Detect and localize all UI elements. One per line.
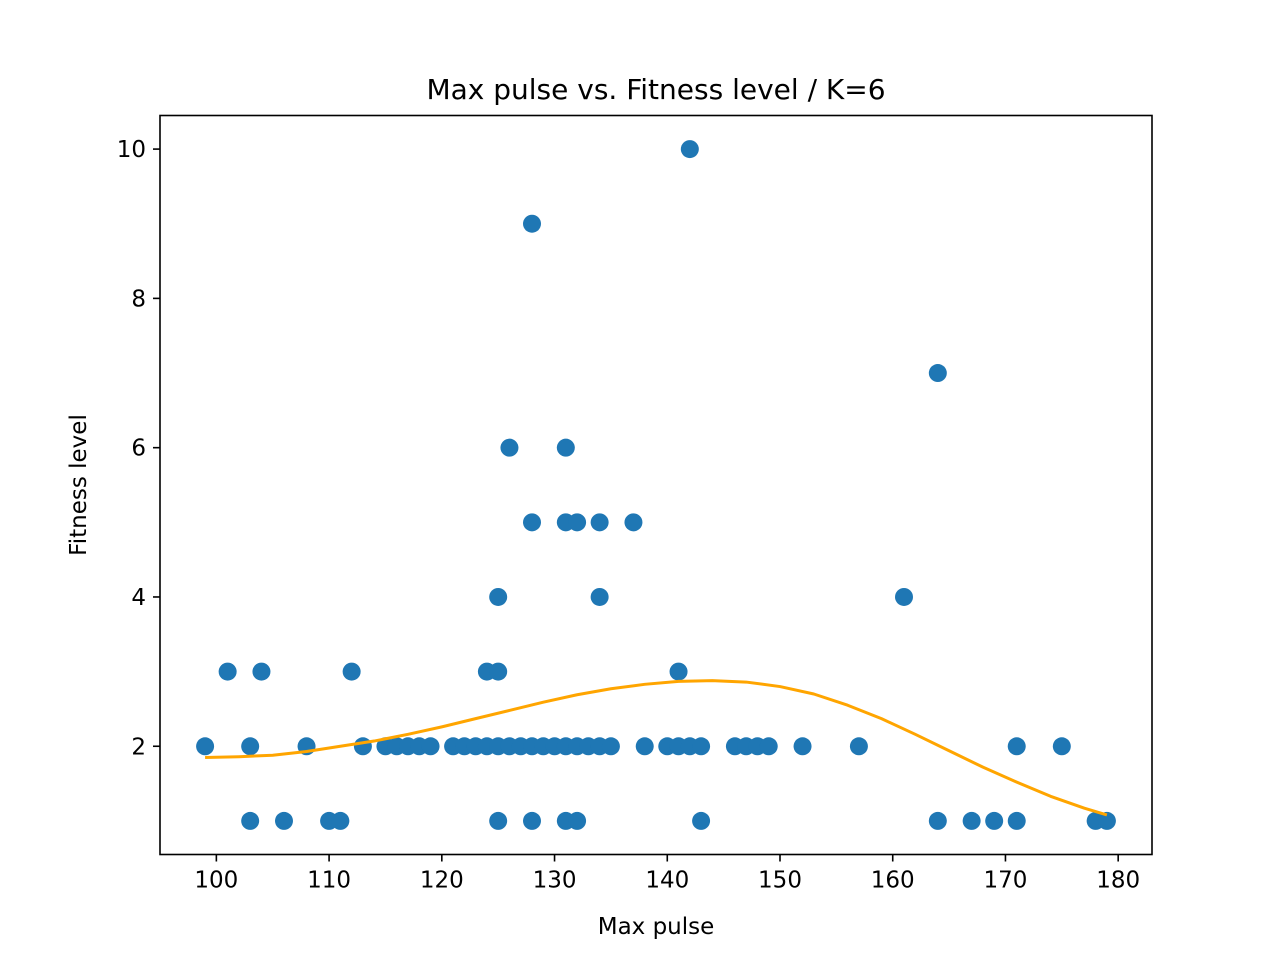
- scatter-point: [793, 737, 812, 756]
- y-tick-label: 4: [131, 585, 146, 611]
- x-axis-label: Max pulse: [598, 914, 715, 940]
- y-tick-label: 8: [131, 286, 146, 312]
- x-tick-label: 170: [984, 868, 1028, 894]
- scatter-point: [241, 737, 260, 756]
- x-tick-label: 140: [645, 868, 689, 894]
- y-tick-label: 2: [131, 734, 146, 760]
- scatter-point: [692, 737, 711, 756]
- y-tick-label: 6: [131, 436, 146, 462]
- y-tick-label: 10: [117, 137, 146, 163]
- x-tick-label: 100: [194, 868, 238, 894]
- scatter-point: [669, 662, 688, 681]
- scatter-point: [342, 662, 361, 681]
- scatter-point: [624, 513, 643, 532]
- y-axis-label: Fitness level: [66, 414, 92, 556]
- x-tick-label: 130: [533, 868, 577, 894]
- scatter-point: [523, 513, 541, 532]
- scatter-point: [1007, 737, 1026, 756]
- x-axis: 100 110 120 130 140 150 160 170 180: [194, 854, 1140, 894]
- scatter-point: [252, 662, 271, 681]
- scatter-point: [523, 214, 541, 233]
- scatter-point: [353, 737, 372, 756]
- scatter-point: [568, 513, 587, 532]
- scatter-point: [500, 438, 519, 457]
- scatter-point: [759, 737, 778, 756]
- chart-title: Max pulse vs. Fitness level / K=6: [426, 73, 885, 106]
- scatter-point: [421, 737, 440, 756]
- scatter-point: [218, 662, 237, 681]
- scatter-point: [635, 737, 654, 756]
- x-tick-label: 120: [420, 868, 464, 894]
- x-tick-label: 110: [307, 868, 351, 894]
- scatter-point: [928, 364, 947, 383]
- scatter-point: [568, 811, 587, 830]
- plot-area: [196, 140, 1116, 830]
- scatter-point: [962, 811, 981, 830]
- scatter-point: [601, 737, 620, 756]
- scatter-point: [895, 587, 913, 606]
- scatter-point: [849, 737, 868, 756]
- scatter-point: [275, 811, 293, 830]
- scatter-point: [1097, 811, 1116, 830]
- scatter-point: [196, 737, 215, 756]
- scatter-point: [680, 140, 699, 159]
- scatter-point: [241, 811, 260, 830]
- scatter-point: [590, 587, 609, 606]
- scatter-point: [1052, 737, 1071, 756]
- scatter-point: [692, 811, 711, 830]
- scatter-point: [556, 438, 575, 457]
- scatter-point: [489, 811, 508, 830]
- x-tick-label: 150: [758, 868, 802, 894]
- scatter-point: [985, 811, 1004, 830]
- scatter-point: [331, 811, 350, 830]
- scatter-point: [590, 513, 609, 532]
- scatter-point: [489, 587, 508, 606]
- x-tick-label: 180: [1096, 868, 1140, 894]
- scatter-point: [523, 811, 541, 830]
- scatter-point: [928, 811, 947, 830]
- axes-frame: [159, 114, 1153, 856]
- fit-curve: [205, 679, 1108, 817]
- scatter-point: [1007, 811, 1026, 830]
- x-tick-label: 160: [871, 868, 915, 894]
- y-axis: 2 4 6 8 10: [117, 137, 160, 760]
- scatter-point: [489, 662, 508, 681]
